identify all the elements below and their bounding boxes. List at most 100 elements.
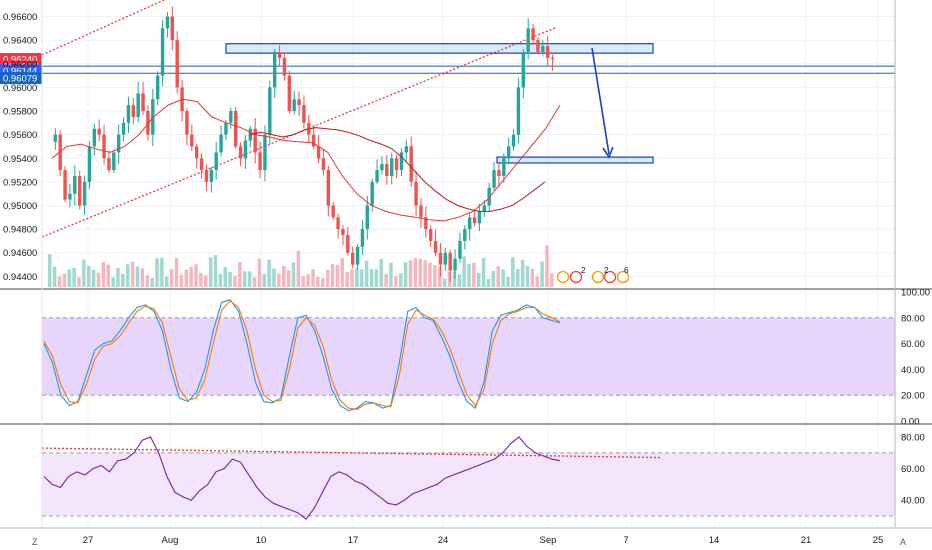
event-marker[interactable]: [603, 270, 617, 284]
trend-channel[interactable]: [41, 0, 556, 238]
event-marker[interactable]: [569, 270, 583, 284]
projection-arrow[interactable]: [591, 47, 614, 159]
candle-body[interactable]: [165, 16, 170, 29]
candle-body[interactable]: [277, 51, 282, 58]
candle-body[interactable]: [102, 134, 106, 159]
candle-body[interactable]: [73, 175, 77, 194]
event-marker[interactable]: [556, 270, 570, 284]
candle-body[interactable]: [116, 134, 121, 153]
candle-body[interactable]: [136, 93, 140, 117]
candle-body[interactable]: [121, 122, 126, 135]
candle-body[interactable]: [472, 217, 477, 224]
candle-body[interactable]: [370, 181, 374, 206]
candle-body[interactable]: [297, 99, 301, 106]
candle-body[interactable]: [146, 111, 150, 135]
stochastic-panel[interactable]: [42, 299, 895, 412]
candle-body[interactable]: [112, 152, 116, 171]
candle-body[interactable]: [282, 57, 287, 76]
candle-body[interactable]: [238, 146, 243, 159]
candle-body[interactable]: [170, 16, 175, 41]
candle-body[interactable]: [126, 105, 131, 123]
event-marker[interactable]: [616, 270, 630, 284]
candle-body[interactable]: [53, 134, 58, 142]
candle-body[interactable]: [331, 205, 335, 218]
candle-body[interactable]: [194, 146, 199, 159]
candle-body[interactable]: [492, 170, 496, 188]
candle-body[interactable]: [463, 229, 467, 241]
candle-body[interactable]: [355, 246, 360, 265]
candle-body[interactable]: [341, 229, 345, 236]
candle-body[interactable]: [287, 75, 292, 112]
candle-body[interactable]: [424, 217, 428, 230]
candle-body[interactable]: [550, 57, 555, 60]
candle-body[interactable]: [92, 128, 97, 147]
candle-body[interactable]: [477, 211, 482, 224]
candle-body[interactable]: [521, 51, 526, 88]
candle-body[interactable]: [58, 134, 62, 171]
candle-body[interactable]: [233, 111, 238, 147]
arrow-shaft[interactable]: [591, 47, 610, 155]
moving-average-line[interactable]: [51, 98, 561, 222]
candle-body[interactable]: [209, 170, 214, 182]
candle-body[interactable]: [258, 152, 262, 171]
candle-body[interactable]: [224, 122, 228, 135]
candle-body[interactable]: [350, 252, 355, 265]
candle-body[interactable]: [82, 181, 87, 206]
candle-body[interactable]: [311, 134, 316, 147]
candle-body[interactable]: [502, 158, 506, 176]
candle-body[interactable]: [453, 258, 457, 271]
candle-body[interactable]: [155, 75, 160, 100]
candle-body[interactable]: [321, 158, 326, 171]
candle-body[interactable]: [482, 205, 487, 212]
candle-body[interactable]: [87, 146, 92, 182]
candle-body[interactable]: [399, 152, 404, 171]
candle-body[interactable]: [433, 240, 438, 253]
candle-body[interactable]: [131, 105, 136, 117]
candle-body[interactable]: [438, 252, 443, 265]
candle-body[interactable]: [190, 134, 194, 147]
candle-body[interactable]: [346, 235, 350, 253]
timezone-toggle-button[interactable]: Z: [32, 537, 38, 547]
candle-body[interactable]: [419, 205, 423, 218]
rsi-line[interactable]: [43, 436, 561, 520]
candle-body[interactable]: [497, 170, 501, 176]
candle-body[interactable]: [68, 193, 72, 200]
candle-body[interactable]: [253, 128, 257, 153]
candle-body[interactable]: [511, 134, 516, 147]
event-markers[interactable]: 2 2 6: [556, 266, 630, 284]
candle-body[interactable]: [389, 158, 394, 176]
horizontal-price-lines[interactable]: [42, 65, 895, 74]
candle-body[interactable]: [531, 28, 535, 41]
candle-body[interactable]: [360, 229, 365, 247]
candle-body[interactable]: [97, 128, 101, 135]
candle-body[interactable]: [536, 40, 540, 52]
candle-body[interactable]: [404, 146, 409, 153]
moving-average-line[interactable]: [249, 127, 546, 212]
stochastic-line[interactable]: [43, 299, 561, 412]
auto-scale-button[interactable]: A: [900, 537, 907, 547]
candle-body[interactable]: [448, 252, 452, 271]
candle-body[interactable]: [375, 170, 379, 182]
candle-body[interactable]: [185, 111, 189, 135]
candle-body[interactable]: [229, 111, 233, 123]
event-marker[interactable]: [591, 270, 605, 284]
candle-body[interactable]: [292, 99, 296, 112]
candle-body[interactable]: [204, 170, 209, 182]
candle-body[interactable]: [545, 46, 550, 58]
candle-body[interactable]: [219, 134, 223, 153]
moving-averages[interactable]: [51, 98, 561, 222]
candle-body[interactable]: [107, 158, 111, 171]
price-zone[interactable]: [225, 43, 654, 54]
candle-body[interactable]: [394, 158, 399, 171]
candle-body[interactable]: [141, 93, 145, 112]
candle-body[interactable]: [326, 170, 331, 206]
rsi-panel[interactable]: [41, 436, 895, 520]
candle-body[interactable]: [409, 146, 413, 182]
candle-body[interactable]: [160, 28, 165, 76]
candle-body[interactable]: [263, 134, 267, 171]
stochastic-line[interactable]: [43, 300, 561, 410]
candle-body[interactable]: [443, 252, 448, 265]
candle-body[interactable]: [414, 181, 418, 206]
candle-body[interactable]: [302, 105, 306, 123]
candle-body[interactable]: [243, 140, 248, 159]
